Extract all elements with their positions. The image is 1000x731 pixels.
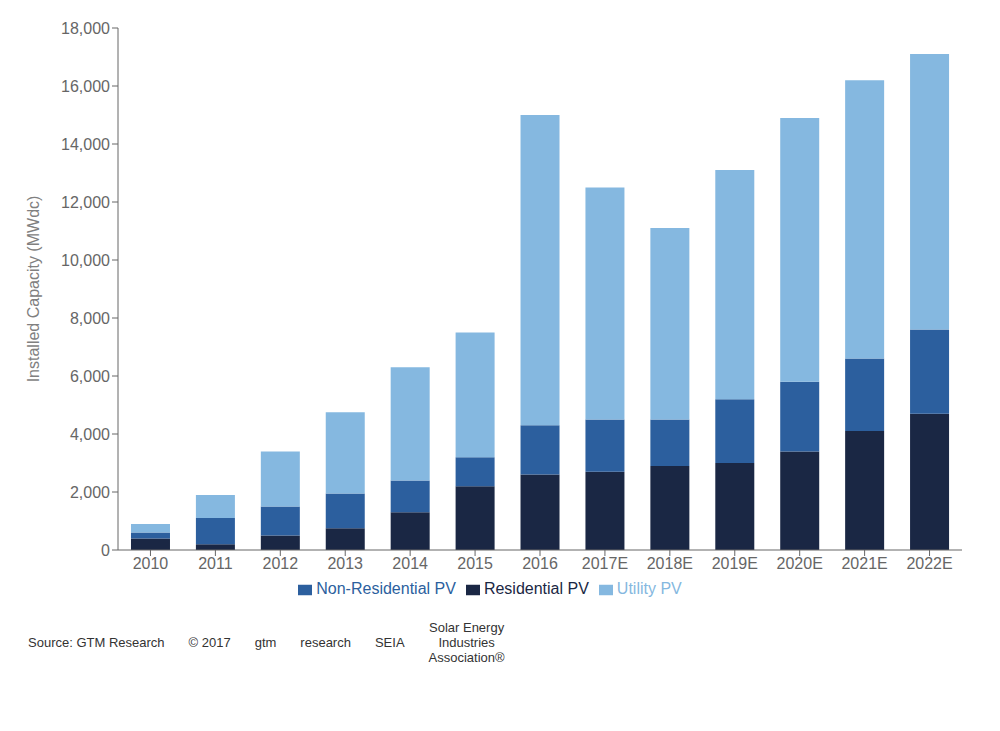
svg-text:6,000: 6,000: [70, 368, 110, 385]
svg-text:2016: 2016: [522, 555, 558, 572]
svg-text:2015: 2015: [457, 555, 493, 572]
svg-text:2013: 2013: [327, 555, 363, 572]
html-text:© 2017: © 2017: [188, 635, 231, 650]
html-text:Source: GTM Research: Source: GTM Research: [28, 635, 165, 650]
svg-text:2,000: 2,000: [70, 484, 110, 501]
svg-text:0: 0: [101, 542, 110, 559]
html-text:SEIA: SEIA: [374, 635, 405, 650]
svg-text:2014: 2014: [392, 555, 428, 572]
svg-text:2022E: 2022E: [906, 555, 952, 572]
svg-text:2010: 2010: [133, 555, 169, 572]
html-text:Non-Residential PV: Non-Residential PV: [316, 580, 456, 597]
svg-text:2018E: 2018E: [647, 555, 693, 572]
svg-text:16,000: 16,000: [61, 78, 110, 95]
svg-text:8,000: 8,000: [70, 310, 110, 327]
svg-text:2012: 2012: [263, 555, 299, 572]
html-text:research: research: [300, 635, 351, 650]
svg-text:10,000: 10,000: [61, 252, 110, 269]
svg-text:2017E: 2017E: [582, 555, 628, 572]
svg-text:2019E: 2019E: [712, 555, 758, 572]
svg-text:14,000: 14,000: [61, 136, 110, 153]
html-text:Residential PV: Residential PV: [483, 580, 589, 597]
svg-text:18,000: 18,000: [61, 20, 110, 37]
html-text:gtm: gtm: [254, 635, 277, 650]
svg-text:2011: 2011: [198, 555, 233, 572]
html-text:Utility PV: Utility PV: [616, 580, 682, 597]
html-text:Solar Energy Industries Associ: Solar Energy Industries Association®: [428, 620, 505, 665]
svg-text:Installed Capacity (MWdc): Installed Capacity (MWdc): [25, 196, 42, 383]
svg-text:12,000: 12,000: [61, 194, 110, 211]
svg-text:4,000: 4,000: [70, 426, 110, 443]
svg-text:2020E: 2020E: [777, 555, 823, 572]
svg-text:2021E: 2021E: [841, 555, 887, 572]
